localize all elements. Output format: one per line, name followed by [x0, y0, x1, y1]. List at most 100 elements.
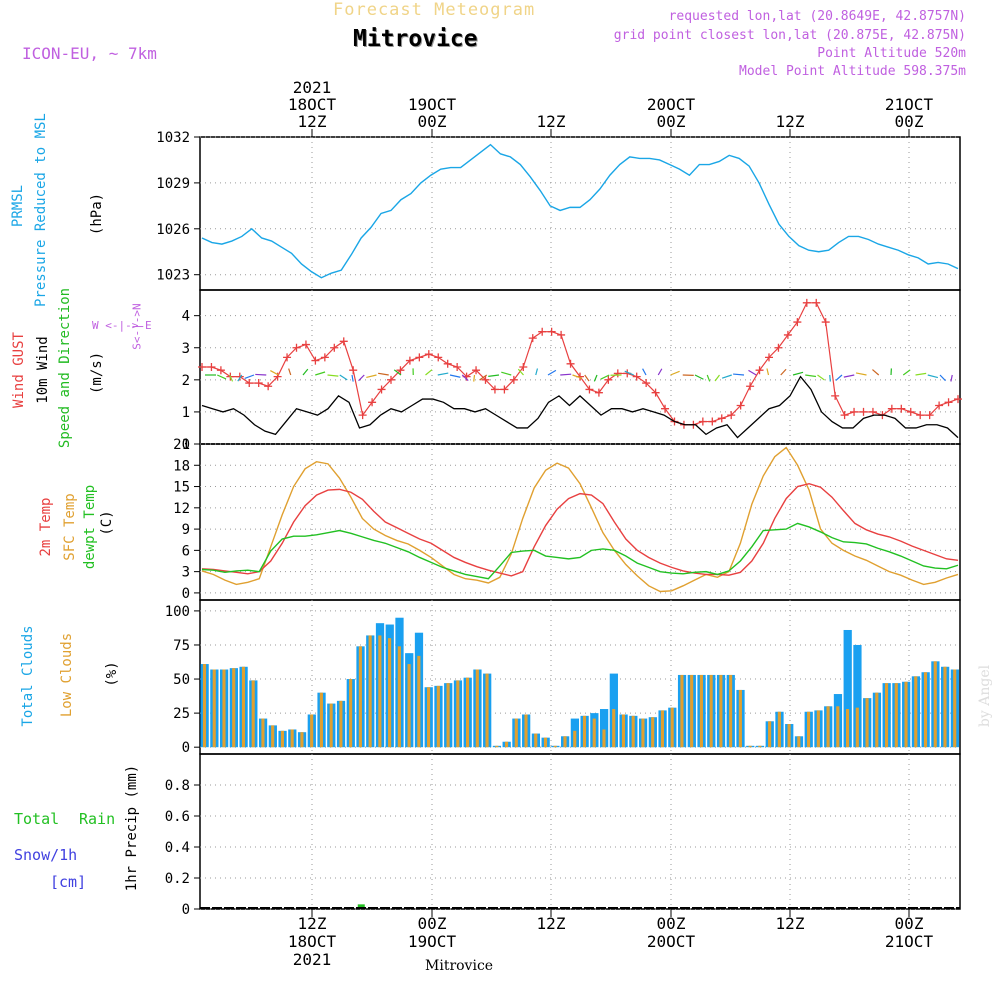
ytick-label-1-1: 1023	[156, 268, 190, 284]
low-cloud-bar-44	[621, 714, 626, 748]
ytick-label-3-1: 0	[182, 586, 190, 602]
wind-arrow-51	[817, 374, 825, 381]
low-cloud-bar-75	[923, 672, 928, 748]
low-cloud-bar-55	[729, 674, 733, 748]
low-cloud-bar-21	[397, 646, 401, 748]
low-cloud-bar-14	[329, 703, 333, 748]
ytick-label-1-4: 1032	[156, 130, 190, 146]
gust-marker-7	[254, 379, 263, 388]
wind-arrow-16	[378, 372, 389, 376]
gust-marker-68	[831, 391, 840, 400]
wind-arrow-30	[560, 373, 572, 376]
top-tick-hour-2: 00Z	[418, 112, 447, 131]
wind-arrow-44	[721, 374, 732, 379]
gust-marker-71	[859, 407, 868, 416]
gust-marker-14	[320, 353, 329, 362]
ytick-label-2-3: 2	[182, 373, 190, 389]
gust-marker-31	[481, 375, 490, 384]
ytick-label-5-2: 0.2	[165, 871, 190, 887]
gust-marker-25	[424, 350, 433, 359]
ytick-label-2-2: 1	[182, 405, 190, 421]
low-cloud-bar-17	[358, 646, 362, 748]
gust-marker-12	[301, 340, 310, 349]
gust-marker-39	[557, 330, 566, 339]
wind-arrow-5	[244, 374, 255, 380]
low-cloud-bar-53	[709, 674, 713, 748]
wind-arrow-45	[733, 373, 745, 376]
wind-arrow-9	[302, 368, 309, 376]
gust-marker-22	[396, 366, 405, 375]
gust-marker-55	[708, 417, 717, 426]
wind-arrow-20	[437, 372, 449, 376]
low-cloud-bar-8	[271, 725, 275, 748]
low-cloud-bar-37	[553, 745, 557, 748]
low-cloud-bar-63	[807, 711, 811, 748]
gust-marker-66	[812, 298, 821, 307]
gust-marker-32	[490, 385, 499, 394]
low-cloud-bar-65	[826, 706, 830, 748]
low-cloud-bar-11	[300, 732, 304, 748]
gust-marker-47	[632, 372, 641, 381]
wind-arrow-24	[479, 374, 488, 381]
gust-marker-6	[245, 379, 254, 388]
low-cloud-bar-7	[261, 718, 265, 748]
total-label: Total	[14, 810, 60, 828]
wind-arrow-28	[535, 368, 539, 376]
wind-arrow-42	[706, 374, 711, 382]
gust-marker-23	[405, 356, 414, 365]
gust-marker-61	[765, 353, 773, 362]
wind-arrow-48	[780, 368, 787, 376]
gust-marker-27	[443, 359, 452, 368]
gust-marker-30	[472, 366, 481, 375]
ytick-label-4-4: 75	[173, 638, 190, 654]
bottom-tick-date-2: 19OCT	[408, 932, 457, 951]
low-cloud-bar-51	[690, 674, 694, 748]
gust-marker-77	[916, 411, 925, 420]
wind-arrow-41	[694, 374, 704, 380]
location-title: Mitrovice	[353, 26, 478, 52]
gust-marker-16	[339, 337, 348, 346]
low-cloud-bar-67	[846, 709, 850, 748]
low-cloud-bar-69	[865, 698, 869, 748]
bottom-tick-hour-4: 00Z	[657, 914, 686, 933]
gust-marker-10	[283, 353, 292, 362]
total-cloud-bar-68	[853, 644, 862, 748]
gust-marker-50	[661, 404, 670, 413]
low-cloud-bar-54	[719, 674, 723, 748]
footer-location: Mitrovice	[425, 958, 494, 974]
ytick-label-1-2: 1026	[156, 222, 190, 238]
low-cloud-bar-74	[914, 676, 918, 748]
gust-marker-72	[868, 407, 877, 416]
model-label: ICON-EU, ~ 7km	[22, 44, 157, 63]
panel-frame-1	[199, 136, 961, 291]
gust-marker-67	[821, 318, 830, 327]
gust-marker-3	[216, 366, 225, 375]
gust-marker-11	[292, 343, 301, 352]
wind-arrow-4	[237, 374, 243, 382]
gust-marker-54	[698, 417, 707, 426]
low-cloud-bar-59	[768, 721, 772, 748]
gust-marker-58	[736, 401, 745, 410]
low-cloud-bar-28	[466, 677, 470, 748]
low-cloud-bar-72	[894, 683, 898, 748]
gust-marker-69	[840, 411, 849, 420]
gust-marker-28	[453, 363, 462, 371]
low-cloud-bar-58	[758, 745, 762, 748]
panel-frame-3	[199, 443, 961, 601]
low-cloud-bar-27	[456, 680, 460, 748]
low-cloud-bar-32	[504, 741, 509, 748]
product-title: Forecast Meteogram	[333, 0, 536, 20]
wind-arrow-55	[855, 372, 867, 376]
low-cloud-bar-62	[797, 736, 801, 748]
ytick-label-3-8: 21	[173, 437, 190, 453]
wind-arrow-43	[714, 374, 720, 382]
panel-frame-2	[199, 289, 961, 445]
low-cloud-bar-20	[388, 638, 392, 748]
low-cloud-bar-30	[485, 673, 489, 748]
wind-arrow-37	[642, 368, 647, 376]
wind-arrow-23	[473, 374, 476, 382]
low-cloud-bar-66	[836, 706, 840, 748]
low-cloud-bar-38	[563, 736, 567, 748]
total-cloud-bar-42	[599, 709, 609, 748]
